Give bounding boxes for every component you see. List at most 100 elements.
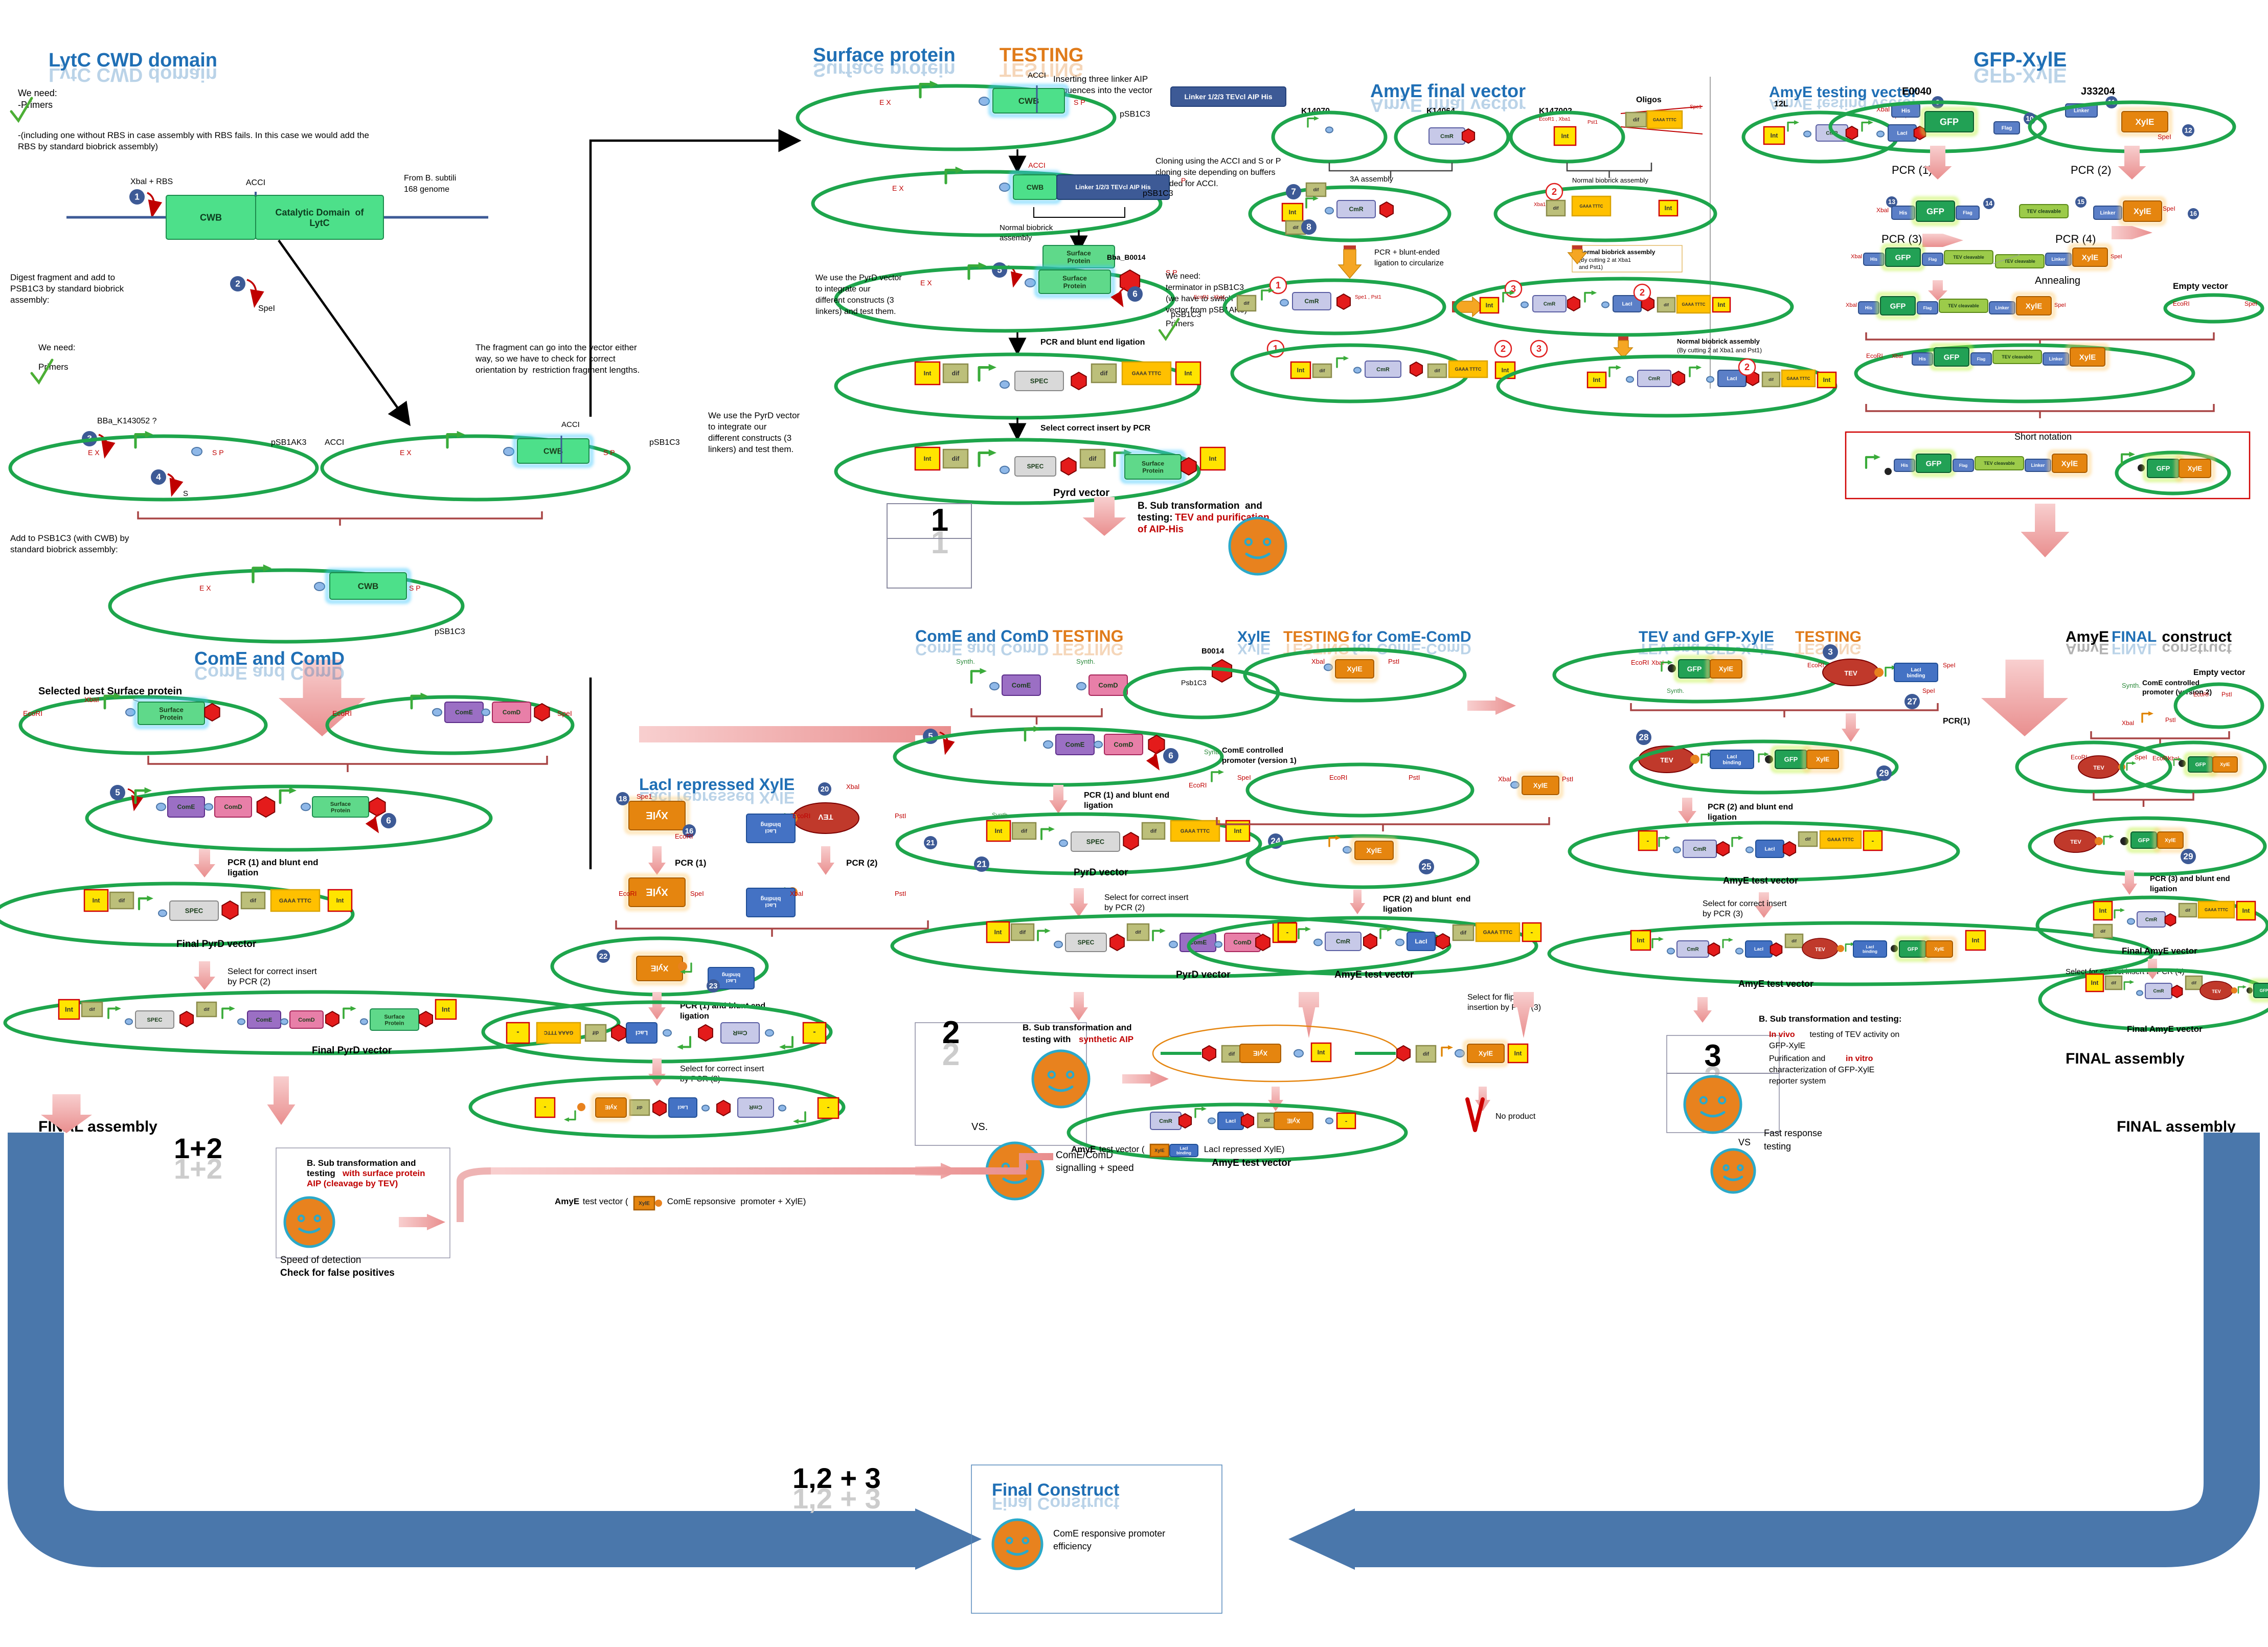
svg-text:1,2 + 3: 1,2 + 3 xyxy=(792,1482,881,1515)
svg-text:12L: 12L xyxy=(1774,100,1788,108)
svg-text:His: His xyxy=(1901,108,1910,114)
svg-text:B. Sub transformation and test: B. Sub transformation and testing: xyxy=(1759,1014,1902,1024)
svg-text:GAAA TTTC: GAAA TTTC xyxy=(1787,376,1810,381)
svg-text:ComE: ComE xyxy=(256,1017,273,1023)
svg-text:XylE: XylE xyxy=(1816,756,1829,763)
svg-text:EcoR1 , Xba1: EcoR1 , Xba1 xyxy=(1194,295,1226,300)
svg-text:SpeI: SpeI xyxy=(2111,254,2122,260)
svg-text:(By cutting 2 at Xba1 and Pst1: (By cutting 2 at Xba1 and Pst1) xyxy=(1677,347,1762,354)
svg-text:ACCI: ACCI xyxy=(1028,161,1045,169)
svg-text:XylE: XylE xyxy=(1154,1148,1165,1153)
svg-text:SpeI: SpeI xyxy=(2244,300,2257,307)
svg-text:TEV cleavable: TEV cleavable xyxy=(2004,259,2035,264)
svg-text:pSB1C3: pSB1C3 xyxy=(435,627,465,636)
svg-text:Linker: Linker xyxy=(1995,305,2009,310)
svg-text:LacI: LacI xyxy=(636,1029,648,1036)
svg-text:PyrD vector: PyrD vector xyxy=(1176,969,1231,980)
svg-text:dif: dif xyxy=(1553,206,1559,211)
svg-text:PCR (2): PCR (2) xyxy=(846,858,877,868)
svg-text:ligation: ligation xyxy=(228,868,258,877)
svg-text:Select for correct insert: Select for correct insert xyxy=(228,966,317,976)
svg-text:GFP: GFP xyxy=(1890,302,1906,310)
svg-text:-: - xyxy=(1647,837,1649,845)
svg-text:ComE: ComE xyxy=(177,803,195,810)
svg-text:PCR (2): PCR (2) xyxy=(2071,164,2111,176)
svg-text:Pst1: Pst1 xyxy=(1587,120,1598,125)
svg-text:XylE: XylE xyxy=(1347,665,1362,673)
svg-text:construct: construct xyxy=(2158,640,2232,657)
svg-text:CmR: CmR xyxy=(2145,917,2158,923)
svg-text:EcoRI: EcoRI xyxy=(792,812,810,820)
svg-text:2: 2 xyxy=(1552,186,1557,197)
svg-text:dif: dif xyxy=(952,455,960,462)
svg-text:Int: Int xyxy=(1234,827,1242,834)
svg-text:Spe1: Spe1 xyxy=(637,793,652,800)
svg-text:GFP: GFP xyxy=(1908,947,1918,953)
svg-text:different constructs (3: different constructs (3 xyxy=(815,296,894,305)
svg-text:dif: dif xyxy=(89,1007,96,1012)
svg-text:Int: Int xyxy=(1209,455,1217,462)
svg-text:PCR (1): PCR (1) xyxy=(1892,164,1932,176)
svg-text:Synth.: Synth. xyxy=(992,811,1009,819)
svg-text:25: 25 xyxy=(1421,862,1432,872)
svg-text:EcoRI: EcoRI xyxy=(1631,659,1649,666)
svg-text:We use the PyrD vector: We use the PyrD vector xyxy=(815,274,902,282)
svg-text:Int: Int xyxy=(1771,132,1778,139)
svg-text:B. Sub transformation and: B. Sub transformation and xyxy=(307,1158,416,1168)
svg-text:8: 8 xyxy=(1306,222,1311,232)
svg-text:TEV: TEV xyxy=(2070,839,2081,845)
svg-text:LacI: LacI xyxy=(1622,302,1632,307)
svg-text:GAAA TTTC: GAAA TTTC xyxy=(1682,302,1706,307)
svg-text:XylE: XylE xyxy=(1479,1050,1493,1057)
svg-text:CmR: CmR xyxy=(1544,302,1556,307)
svg-text:cloning site depending on buff: cloning site depending on buffers xyxy=(1155,168,1276,177)
svg-text:Final PyrD vector: Final PyrD vector xyxy=(176,939,257,950)
svg-text:Int: Int xyxy=(1972,937,1980,944)
svg-text:S P: S P xyxy=(1074,98,1085,106)
svg-text:dif: dif xyxy=(2185,908,2190,913)
svg-text:Surface: Surface xyxy=(1062,274,1087,282)
svg-text:Select for correct insert: Select for correct insert xyxy=(1104,893,1189,902)
svg-text:Normal biobrick assembly: Normal biobrick assembly xyxy=(1677,337,1760,345)
svg-text:Surface: Surface xyxy=(159,706,184,713)
svg-text:different constructs (3: different constructs (3 xyxy=(708,433,791,443)
svg-text:SpeI: SpeI xyxy=(2163,205,2175,212)
svg-text:1: 1 xyxy=(1276,280,1281,290)
svg-text:ACCI: ACCI xyxy=(1028,71,1046,80)
svg-text:SPEC: SPEC xyxy=(1027,463,1044,470)
svg-text:Int: Int xyxy=(1665,205,1672,212)
svg-text:15: 15 xyxy=(2077,198,2084,206)
svg-text:XylE: XylE xyxy=(1719,665,1734,673)
svg-text:PstI: PstI xyxy=(2221,691,2232,698)
svg-text:and Pst1): and Pst1) xyxy=(1579,264,1603,270)
svg-text:GAAA TTTC: GAAA TTTC xyxy=(1181,829,1210,834)
svg-text:binding: binding xyxy=(1863,950,1877,954)
svg-text:6: 6 xyxy=(1132,289,1138,299)
svg-text:TEV cleavable: TEV cleavable xyxy=(1953,255,1984,260)
svg-text:ComE controlled: ComE controlled xyxy=(1222,746,1283,755)
svg-text:EcoRI: EcoRI xyxy=(619,890,637,897)
svg-text:dif: dif xyxy=(119,898,125,904)
svg-text:SpeI: SpeI xyxy=(1922,687,1935,694)
svg-text:Int: Int xyxy=(1637,937,1645,944)
svg-text:XylE: XylE xyxy=(1934,946,1944,952)
svg-text:ComE controlled: ComE controlled xyxy=(2142,679,2199,687)
svg-text:XbaI: XbaI xyxy=(84,695,99,704)
svg-text:Select for correct insert: Select for correct insert xyxy=(1703,899,1787,908)
svg-text:Linker: Linker xyxy=(2051,257,2066,262)
svg-text:reporter system: reporter system xyxy=(1769,1077,1826,1086)
svg-text:In vivo: In vivo xyxy=(1769,1030,1795,1039)
svg-text:Xbal: Xbal xyxy=(846,783,859,791)
svg-text:pSB1C3: pSB1C3 xyxy=(649,438,680,447)
svg-text:Int: Int xyxy=(994,929,1002,936)
svg-text:TEV cleavable: TEV cleavable xyxy=(1948,303,1979,308)
svg-text:dif: dif xyxy=(204,1007,210,1012)
svg-text:assembly:: assembly: xyxy=(10,295,50,305)
svg-text:TEV: TEV xyxy=(1844,669,1857,677)
svg-text:ligation: ligation xyxy=(2150,885,2177,893)
svg-text:PCR (2) and blunt end: PCR (2) and blunt end xyxy=(1708,803,1793,811)
svg-text:SPEC: SPEC xyxy=(1030,377,1049,385)
svg-text:signalling + speed: signalling + speed xyxy=(1056,1163,1134,1174)
svg-text:PyrD vector: PyrD vector xyxy=(1074,867,1128,878)
svg-text:PstI: PstI xyxy=(1409,774,1420,781)
